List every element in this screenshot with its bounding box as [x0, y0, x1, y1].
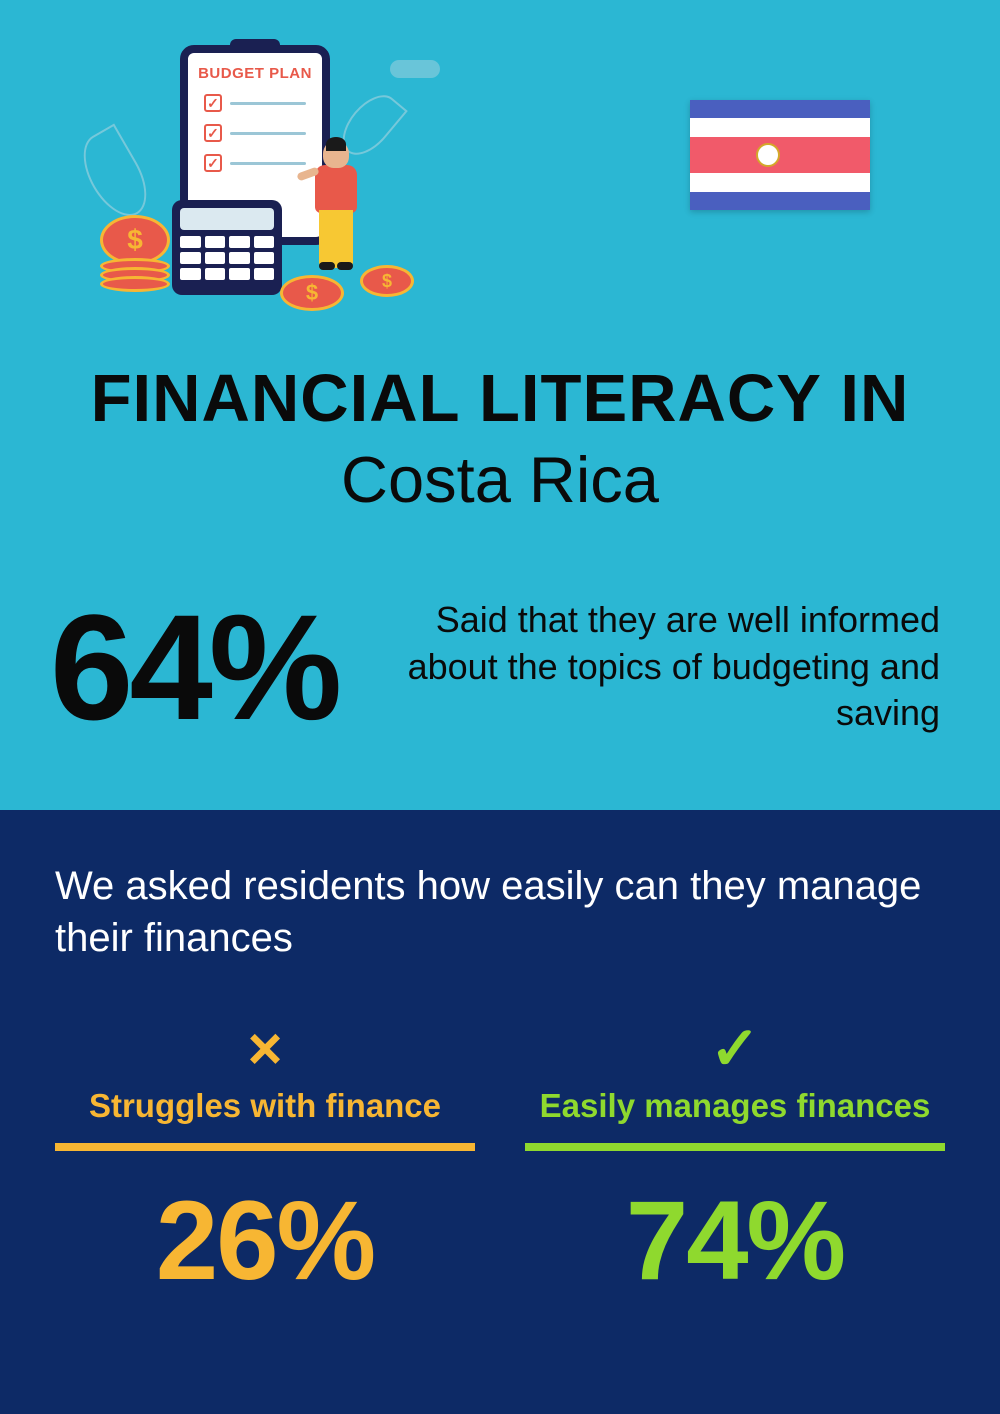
coin-stack-icon: $ — [100, 215, 170, 292]
check-icon: ✓ — [525, 1019, 945, 1079]
manages-column: ✓ Easily manages finances 74% — [525, 1019, 945, 1305]
cloud-decoration — [390, 60, 440, 78]
header-row: BUDGET PLAN $ $ $ — [50, 30, 950, 310]
bottom-section: We asked residents how easily can they m… — [0, 810, 1000, 1414]
struggles-label: Struggles with finance — [55, 1087, 475, 1151]
leaf-decoration — [71, 124, 159, 227]
struggles-column: × Struggles with finance 26% — [55, 1019, 475, 1305]
clipboard-title: BUDGET PLAN — [188, 65, 322, 82]
person-icon — [315, 140, 357, 268]
costa-rica-flag-icon — [690, 100, 870, 210]
top-section: BUDGET PLAN $ $ $ — [0, 0, 1000, 810]
main-stat-row: 64% Said that they are well informed abo… — [50, 592, 950, 742]
main-stat-percent: 64% — [50, 592, 338, 742]
title-block: FINANCIAL LITERACY IN Costa Rica — [50, 360, 950, 517]
manages-label: Easily manages finances — [525, 1087, 945, 1151]
title-line2: Costa Rica — [50, 442, 950, 517]
main-stat-description: Said that they are well informed about t… — [368, 597, 950, 737]
struggles-percent: 26% — [55, 1176, 475, 1305]
title-line1: FINANCIAL LITERACY IN — [50, 360, 950, 437]
comparison-row: × Struggles with finance 26% ✓ Easily ma… — [55, 1019, 945, 1305]
calculator-icon — [172, 200, 282, 295]
budget-illustration: BUDGET PLAN $ $ $ — [50, 30, 430, 310]
question-text: We asked residents how easily can they m… — [55, 860, 945, 964]
coin-icon: $ — [280, 275, 344, 311]
coin-icon: $ — [360, 265, 414, 297]
x-icon: × — [55, 1019, 475, 1079]
manages-percent: 74% — [525, 1176, 945, 1305]
